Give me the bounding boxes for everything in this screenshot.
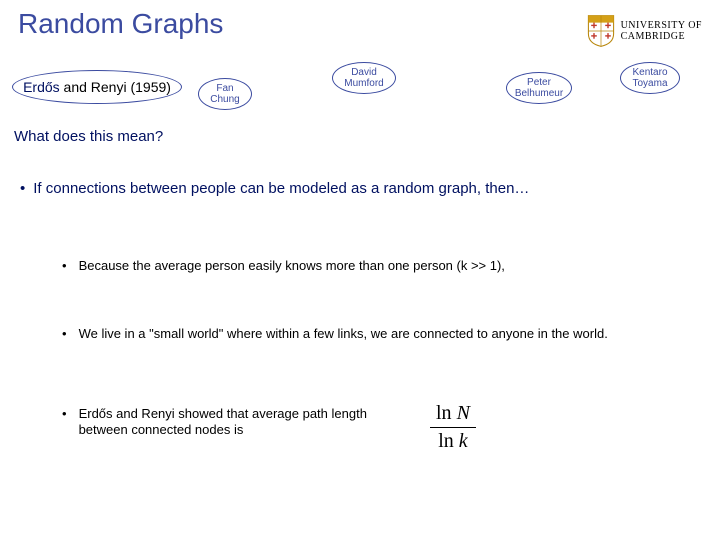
sub-bullet-2: • We live in a "small world" where withi… <box>62 326 700 342</box>
erdos-name: Erdős <box>23 79 63 95</box>
node-david-mumford: David Mumford <box>332 62 396 94</box>
sub-bullet-1-text: Because the average person easily knows … <box>79 258 700 274</box>
shield-icon <box>587 14 615 48</box>
question-text: What does this mean? <box>14 128 163 145</box>
sub-bullet-3-text: Erdős and Renyi showed that average path… <box>79 406 409 439</box>
university-logo: UNIVERSITY OF CAMBRIDGE <box>587 14 702 48</box>
logo-line2: CAMBRIDGE <box>621 31 702 42</box>
erdos-rest: and Renyi (1959) <box>64 79 171 95</box>
sub-bullet-1: • Because the average person easily know… <box>62 258 700 274</box>
node-peter-belhumeur: Peter Belhumeur <box>506 72 572 104</box>
sub-bullet-3: • Erdős and Renyi showed that average pa… <box>62 406 700 439</box>
sub-bullet-2-text: We live in a "small world" where within … <box>79 326 700 342</box>
sub-dot-icon: • <box>62 406 67 439</box>
slide-title: Random Graphs <box>18 8 223 40</box>
sub-dot-icon: • <box>62 258 67 274</box>
formula-denominator: ln k <box>430 428 476 453</box>
logo-text: UNIVERSITY OF CAMBRIDGE <box>621 20 702 42</box>
formula-numerator: ln N <box>430 402 476 428</box>
logo-line1: UNIVERSITY OF <box>621 20 702 31</box>
bullet-dot: • <box>20 180 25 197</box>
node-fan-chung: Fan Chung <box>198 78 252 110</box>
node-kentaro-toyama: Kentaro Toyama <box>620 62 680 94</box>
sub-dot-icon: • <box>62 326 67 342</box>
formula-fraction: ln N ln k <box>430 402 476 453</box>
main-bullet: • If connections between people can be m… <box>20 180 700 197</box>
node-erdos: Erdős and Renyi (1959) <box>12 70 182 104</box>
main-bullet-text: If connections between people can be mod… <box>33 180 700 197</box>
